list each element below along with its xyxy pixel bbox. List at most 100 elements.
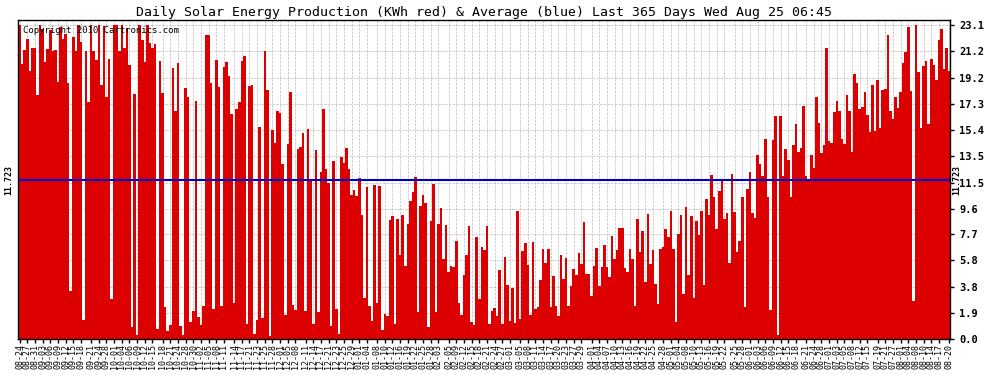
Bar bbox=[729, 262, 731, 339]
Bar bbox=[897, 108, 899, 339]
Bar bbox=[874, 131, 876, 339]
Bar bbox=[552, 276, 554, 339]
Bar bbox=[231, 114, 233, 339]
Bar bbox=[716, 229, 718, 339]
Bar bbox=[626, 272, 629, 339]
Bar bbox=[47, 49, 50, 339]
Bar bbox=[37, 95, 39, 339]
Bar bbox=[907, 27, 910, 339]
Bar bbox=[289, 92, 292, 339]
Bar bbox=[473, 325, 475, 339]
Bar bbox=[238, 102, 241, 339]
Bar bbox=[151, 48, 153, 339]
Bar bbox=[567, 306, 570, 339]
Bar bbox=[108, 59, 110, 339]
Bar bbox=[784, 148, 787, 339]
Bar bbox=[850, 152, 853, 339]
Bar bbox=[585, 274, 588, 339]
Bar bbox=[39, 25, 42, 339]
Bar bbox=[394, 324, 396, 339]
Bar bbox=[632, 259, 634, 339]
Bar bbox=[795, 124, 797, 339]
Bar bbox=[171, 68, 174, 339]
Bar bbox=[192, 311, 195, 339]
Bar bbox=[90, 25, 92, 339]
Bar bbox=[197, 317, 200, 339]
Bar bbox=[603, 245, 606, 339]
Bar bbox=[182, 335, 184, 339]
Bar bbox=[422, 195, 425, 339]
Bar bbox=[225, 62, 228, 339]
Bar bbox=[315, 150, 317, 339]
Bar bbox=[843, 144, 845, 339]
Bar bbox=[899, 92, 902, 339]
Bar bbox=[565, 258, 567, 339]
Bar bbox=[218, 87, 220, 339]
Bar bbox=[156, 329, 158, 339]
Text: Copyright 2010 Cartronics.com: Copyright 2010 Cartronics.com bbox=[23, 26, 179, 35]
Bar bbox=[284, 315, 286, 339]
Bar bbox=[195, 101, 197, 339]
Bar bbox=[414, 177, 417, 339]
Bar bbox=[923, 66, 925, 339]
Bar bbox=[554, 306, 557, 339]
Bar bbox=[826, 48, 828, 339]
Bar bbox=[739, 241, 742, 339]
Bar bbox=[693, 298, 695, 339]
Bar bbox=[368, 306, 371, 339]
Bar bbox=[445, 225, 447, 339]
Bar bbox=[542, 249, 545, 339]
Bar bbox=[782, 176, 784, 339]
Bar bbox=[815, 97, 818, 339]
Bar bbox=[790, 197, 792, 339]
Bar bbox=[637, 219, 639, 339]
Bar bbox=[915, 25, 917, 339]
Bar bbox=[438, 224, 440, 339]
Bar bbox=[292, 306, 294, 339]
Bar bbox=[947, 71, 950, 339]
Bar bbox=[879, 128, 881, 339]
Bar bbox=[734, 212, 736, 339]
Bar bbox=[731, 174, 734, 339]
Bar bbox=[350, 195, 352, 339]
Bar bbox=[511, 288, 514, 339]
Bar bbox=[861, 107, 863, 339]
Bar bbox=[147, 25, 148, 339]
Bar bbox=[420, 206, 422, 339]
Bar bbox=[876, 80, 879, 339]
Bar bbox=[299, 147, 302, 339]
Bar bbox=[848, 111, 850, 339]
Bar bbox=[371, 321, 373, 339]
Bar bbox=[614, 259, 616, 339]
Bar bbox=[823, 145, 826, 339]
Bar bbox=[680, 215, 682, 339]
Bar bbox=[105, 97, 108, 339]
Bar bbox=[44, 62, 47, 339]
Text: 11.723: 11.723 bbox=[952, 165, 961, 195]
Bar bbox=[871, 85, 874, 339]
Bar bbox=[598, 286, 601, 339]
Bar bbox=[440, 208, 443, 339]
Bar bbox=[703, 285, 705, 339]
Bar bbox=[134, 94, 136, 339]
Bar bbox=[475, 237, 478, 339]
Bar bbox=[674, 322, 677, 339]
Bar bbox=[153, 44, 156, 339]
Bar bbox=[588, 274, 590, 339]
Bar bbox=[61, 39, 64, 339]
Bar bbox=[619, 228, 621, 339]
Bar bbox=[136, 335, 139, 339]
Bar bbox=[748, 172, 751, 339]
Bar bbox=[241, 61, 244, 339]
Bar bbox=[577, 254, 580, 339]
Bar bbox=[51, 51, 54, 339]
Bar bbox=[894, 97, 897, 339]
Bar bbox=[700, 211, 703, 339]
Bar bbox=[347, 169, 350, 339]
Bar bbox=[677, 234, 680, 339]
Bar bbox=[189, 322, 192, 339]
Bar bbox=[654, 284, 656, 339]
Bar bbox=[121, 25, 123, 339]
Bar bbox=[148, 43, 151, 339]
Bar bbox=[792, 144, 795, 339]
